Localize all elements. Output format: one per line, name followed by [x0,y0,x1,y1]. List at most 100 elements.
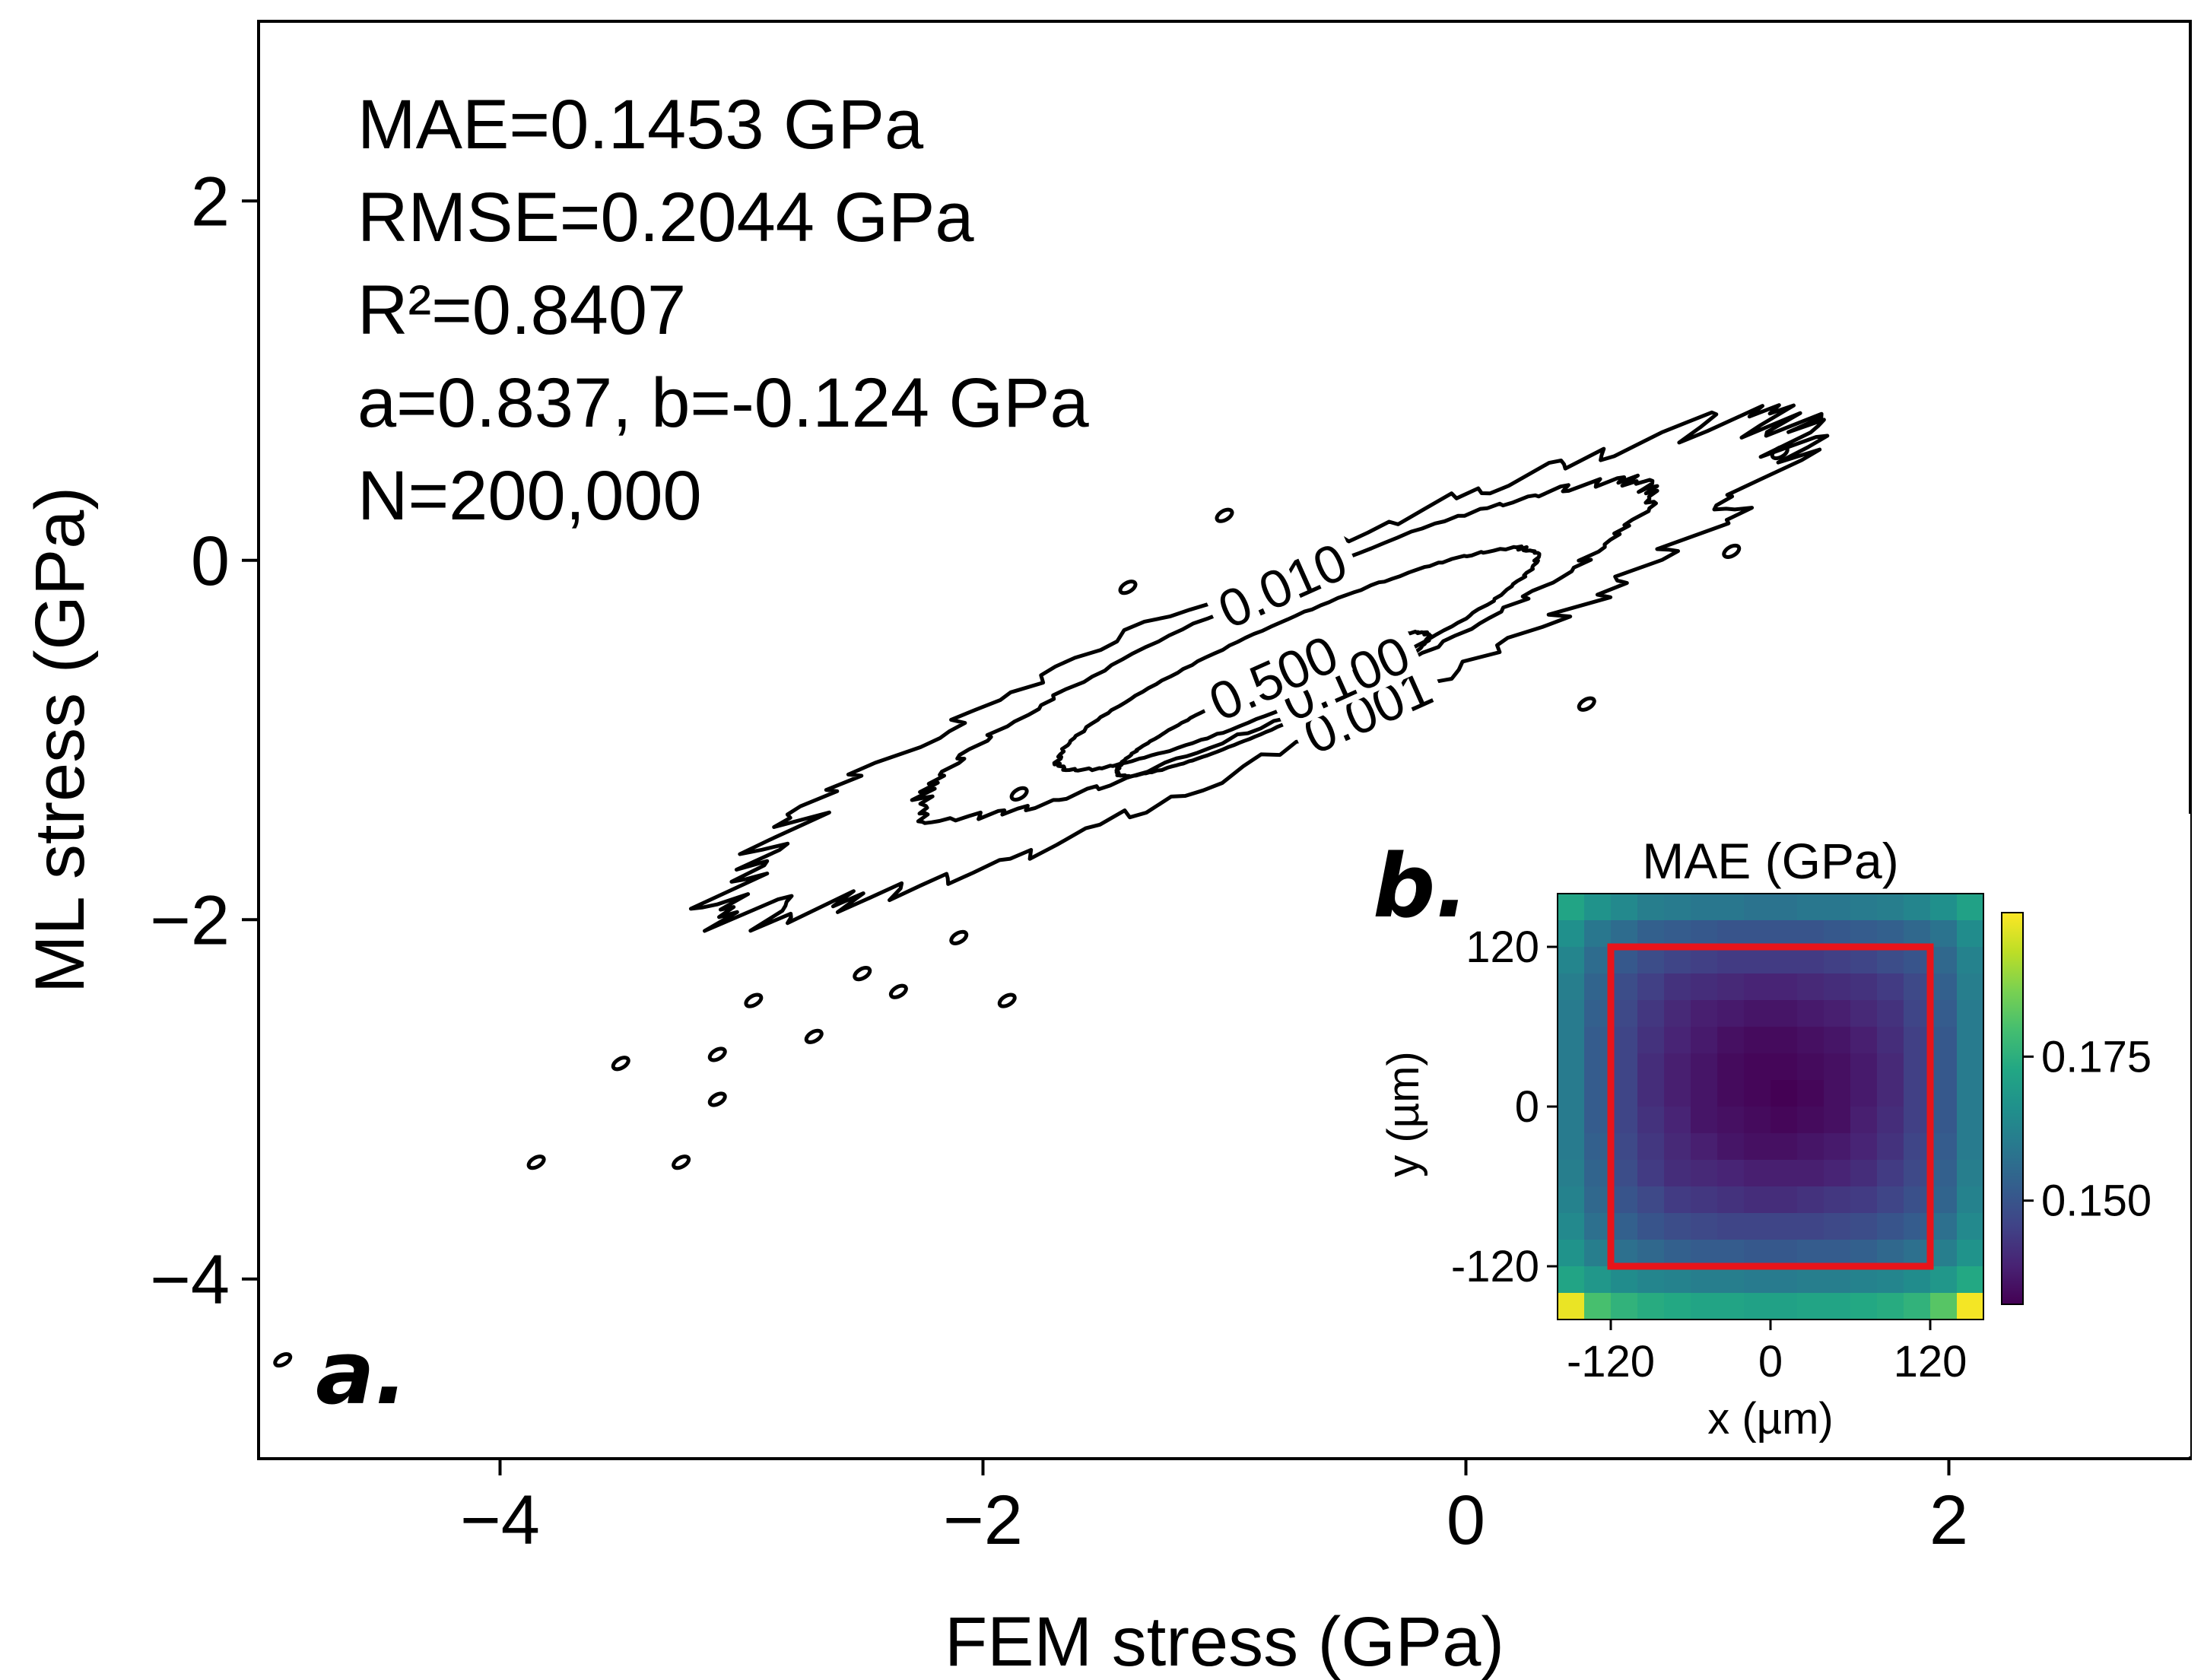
heatmap-cell [1771,1053,1798,1081]
y-tick-label: −2 [150,881,230,959]
highlight-box [1607,943,1934,1270]
heatmap-cell [1637,1266,1665,1294]
heatmap-cell [1637,1107,1665,1134]
outlier-contour [997,992,1017,1008]
heatmap-cell [1771,1133,1798,1161]
inset-y-tick-label: 0 [1515,1082,1539,1132]
heatmap-cell [1717,920,1745,948]
heatmap-cell [1957,1293,1984,1320]
heatmap-cell [1717,973,1745,1001]
heatmap-cell [1824,1240,1851,1267]
heatmap-cell [1584,1186,1612,1214]
x-axis-ticks: −4 −2 0 2 [460,1459,1968,1559]
heatmap-cell [1930,1080,1958,1107]
heatmap-cell [1637,973,1665,1001]
heatmap-cell [1957,1133,1984,1161]
heatmap-cell [1691,1293,1718,1320]
heatmap-cell [1877,1240,1904,1267]
heatmap-cell [1797,1080,1824,1107]
heatmap-cell [1717,1213,1745,1240]
outlier-contour [888,983,908,999]
heatmap-cell [1717,1240,1745,1267]
heatmap-cell [1717,1107,1745,1134]
heatmap-cell [1558,1053,1585,1081]
heatmap-cell [1957,1240,1984,1267]
contour-line [1052,544,1542,773]
heatmap-cell [1797,1133,1824,1161]
heatmap-cell [1850,1213,1878,1240]
heatmap-cell [1744,1160,1771,1187]
heatmap-cell [1637,1186,1665,1214]
heatmap-cell [1584,973,1612,1001]
heatmap-cell [1771,973,1798,1001]
y-tick-label: −4 [150,1241,230,1319]
heatmap-cell [1611,1186,1638,1214]
heatmap-cell [1930,1293,1958,1320]
heatmap-cell [1584,1000,1612,1027]
heatmap-cell [1717,1293,1745,1320]
heatmap-cell [1664,1133,1691,1161]
heatmap-cell [1957,1213,1984,1240]
heatmap-cell [1957,1027,1984,1054]
heatmap-cell [1744,947,1771,974]
heatmap-cell [1664,973,1691,1001]
heatmap-cell [1797,1240,1824,1267]
heatmap-cell [1877,1160,1904,1187]
heatmap-cell [1584,1213,1612,1240]
heatmap-cell [1691,1027,1718,1054]
heatmap-cell [1877,973,1904,1001]
metric-fit-params: a=0.837, b=-0.124 GPa [357,364,1089,442]
heatmap-cell [1744,1000,1771,1027]
heatmap-cell [1744,1133,1771,1161]
inset-x-tick-label: 0 [1758,1337,1783,1386]
heatmap-cell [1877,1053,1904,1081]
heatmap-cell [1664,1213,1691,1240]
heatmap-cell [1824,920,1851,948]
heatmap-cell [1664,1266,1691,1294]
heatmap-cell [1584,1080,1612,1107]
heatmap-cell [1877,1133,1904,1161]
heatmap-cell [1558,920,1585,948]
contour-line [688,403,1830,933]
heatmap-cell [1664,894,1691,921]
heatmap-cell [1744,894,1771,921]
heatmap-cell [1584,1160,1612,1187]
heatmap-cell [1957,1053,1984,1081]
y-axis-ticks: −4 −2 0 2 [150,163,259,1319]
heatmap-cell [1850,973,1878,1001]
heatmap-cell [1558,894,1585,921]
heatmap-cell [1558,1000,1585,1027]
heatmap-cell [1904,1000,1931,1027]
heatmap-cell [1584,1107,1612,1134]
heatmap-cell [1930,894,1958,921]
heatmap-cell [1717,1266,1745,1294]
heatmap-cell [1691,920,1718,948]
heatmap-cell [1930,1000,1958,1027]
contour-line [910,473,1659,825]
heatmap-cell [1744,1266,1771,1294]
x-axis-label: FEM stress (GPa) [945,1603,1504,1680]
heatmap-cell [1717,1000,1745,1027]
heatmap-cell [1611,1053,1638,1081]
heatmap-cell [1850,1160,1878,1187]
heatmap-cell [1797,894,1824,921]
panel-label-a: a. [316,1323,408,1424]
heatmap-cells [1558,894,1984,1320]
heatmap-cell [1904,1213,1931,1240]
outlier-contours [273,444,1790,1368]
heatmap-cell [1558,1160,1585,1187]
heatmap-cell [1904,1027,1931,1054]
heatmap-cell [1850,1107,1878,1134]
metric-mae: MAE=0.1453 GPa [357,86,924,164]
heatmap-cell [1584,1027,1612,1054]
heatmap-cell [1850,1133,1878,1161]
inset-y-axis-label: y (µm) [1379,1051,1428,1177]
heatmap-cell [1824,1266,1851,1294]
heatmap-cell [1637,894,1665,921]
heatmap-cell [1771,1240,1798,1267]
heatmap-cell [1584,1293,1612,1320]
heatmap-cell [1904,973,1931,1001]
heatmap-cell [1611,1240,1638,1267]
heatmap-cell [1930,1107,1958,1134]
heatmap-cell [1584,1133,1612,1161]
